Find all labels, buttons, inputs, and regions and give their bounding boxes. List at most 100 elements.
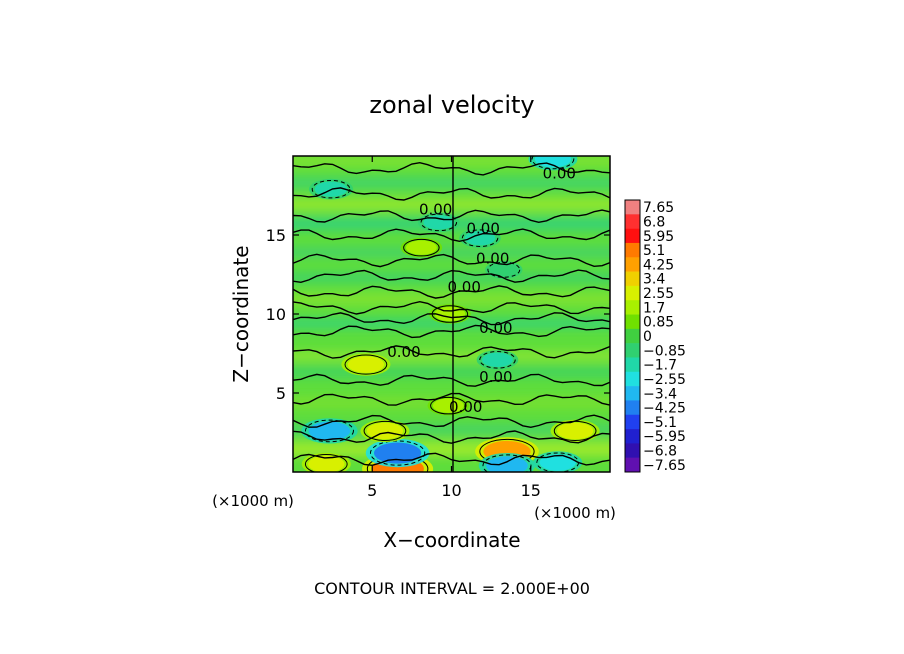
feature-contour bbox=[369, 440, 426, 466]
colorbar-label: 0 bbox=[643, 329, 652, 345]
feature-contour bbox=[531, 156, 575, 170]
feature-core bbox=[347, 356, 385, 373]
y-tick-label: 10 bbox=[266, 305, 286, 324]
x-tick-label: 15 bbox=[521, 481, 541, 500]
contour-labels: 0.00 0.00 0.00 0.00 0.00 0.00 0.00 0.00 0.00 bbox=[387, 164, 576, 416]
feature-contour bbox=[403, 238, 440, 257]
feature-core bbox=[539, 454, 576, 471]
background-band bbox=[293, 367, 610, 378]
colorbar-label: 4.25 bbox=[643, 257, 674, 273]
feature-contour bbox=[304, 454, 348, 472]
colorbar-label: 1.7 bbox=[643, 300, 665, 316]
feature-core bbox=[308, 455, 345, 472]
feature-contour bbox=[420, 213, 458, 232]
feature-contour bbox=[482, 454, 532, 472]
contour-label: 0.00 bbox=[387, 343, 420, 361]
zero-contour-line bbox=[293, 345, 610, 359]
colorbar-label: −3.4 bbox=[643, 386, 677, 402]
feature-core bbox=[366, 422, 404, 440]
contour-label: 0.00 bbox=[479, 319, 512, 337]
zero-contour-line bbox=[293, 414, 610, 429]
colorbar-label: −5.1 bbox=[643, 415, 677, 431]
contour-label: 0.00 bbox=[419, 201, 452, 219]
contour-label: 0.00 bbox=[449, 398, 482, 416]
colorbar-label: 3.4 bbox=[643, 272, 665, 288]
zero-contour-line bbox=[293, 253, 610, 268]
colorbar-label: −6.8 bbox=[643, 444, 677, 460]
colorbar: 7.656.85.955.14.253.42.551.70.850−0.85−1… bbox=[624, 199, 686, 474]
background-band bbox=[293, 178, 610, 188]
feature-core bbox=[489, 263, 518, 277]
zero-contour-line bbox=[293, 228, 610, 243]
background-band bbox=[293, 424, 610, 435]
colorbar-label: 5.95 bbox=[643, 229, 674, 245]
y-tick-label: 15 bbox=[266, 226, 286, 245]
feature-core bbox=[374, 442, 422, 464]
colorbar-swatch bbox=[625, 200, 640, 215]
colorbar-swatch bbox=[625, 242, 640, 258]
zero-contour-line bbox=[293, 430, 610, 444]
x-axis-ticks: 5 10 15 bbox=[367, 156, 541, 500]
colorbar-label: −0.85 bbox=[643, 343, 686, 359]
colorbar-label: −4.25 bbox=[643, 401, 686, 417]
x-unit-label-right: (×1000 m) bbox=[534, 504, 616, 522]
chart-title: zonal velocity bbox=[369, 91, 534, 119]
y-axis-label: Z−coordinate bbox=[229, 245, 253, 382]
zero-contour-line bbox=[293, 285, 610, 299]
colorbar-swatch bbox=[625, 328, 640, 344]
colorbar-label: 6.8 bbox=[643, 214, 665, 230]
colorbar-swatch bbox=[625, 314, 640, 330]
zero-contour-line bbox=[293, 209, 610, 224]
background-band bbox=[293, 198, 610, 210]
colorbar-swatch bbox=[625, 343, 640, 358]
colorbar-swatch bbox=[625, 443, 640, 458]
background-band bbox=[293, 272, 610, 283]
colorbar-label: 0.85 bbox=[643, 315, 674, 331]
colorbar-label: 5.1 bbox=[643, 243, 665, 259]
feature-core bbox=[432, 398, 464, 413]
contour-interval-label: CONTOUR INTERVAL = 2.000E+00 bbox=[314, 579, 590, 598]
feature-contour bbox=[461, 229, 499, 247]
colorbar-swatch bbox=[625, 429, 640, 444]
colorbar-label: −5.95 bbox=[643, 429, 686, 445]
x-unit-label-left: (×1000 m) bbox=[212, 492, 294, 510]
colorbar-swatch bbox=[625, 257, 640, 272]
zero-contour-line bbox=[293, 161, 610, 176]
feature-core bbox=[534, 156, 572, 168]
colorbar-swatch bbox=[625, 357, 640, 373]
contour-label: 0.00 bbox=[466, 220, 499, 238]
zero-contour-line bbox=[293, 373, 610, 387]
y-tick-label: 5 bbox=[276, 384, 286, 403]
zero-contour-line bbox=[293, 187, 610, 201]
colorbar-swatch bbox=[625, 228, 640, 244]
feature-core bbox=[464, 230, 496, 246]
contour-label: 0.00 bbox=[479, 368, 512, 386]
x-tick-label: 5 bbox=[367, 481, 377, 500]
feature-core bbox=[308, 421, 351, 441]
feature-contour bbox=[311, 179, 351, 199]
feature-core bbox=[405, 240, 437, 255]
colorbar-label: 2.55 bbox=[643, 286, 674, 302]
feature-core bbox=[486, 456, 528, 472]
colorbar-label: 7.65 bbox=[643, 200, 674, 216]
contour-label: 0.00 bbox=[543, 164, 576, 182]
zero-contour-line bbox=[293, 324, 610, 339]
feature-contour bbox=[479, 351, 516, 369]
background-band bbox=[293, 293, 610, 305]
colorbar-swatch bbox=[625, 371, 640, 387]
zero-contour-line bbox=[293, 452, 610, 467]
colorbar-swatch bbox=[625, 285, 640, 301]
contour-lines bbox=[293, 161, 610, 467]
colorbar-swatch bbox=[625, 214, 640, 229]
feature-contour bbox=[487, 261, 521, 278]
background-band bbox=[293, 247, 610, 258]
feature-contour bbox=[344, 354, 388, 375]
contour-label: 0.00 bbox=[447, 278, 480, 296]
colorbar-label: −1.7 bbox=[643, 358, 677, 374]
colorbar-swatch bbox=[625, 271, 640, 287]
colorbar-label: −7.65 bbox=[643, 458, 686, 474]
y-axis-ticks: 5 10 15 bbox=[266, 226, 610, 403]
x-tick-label: 10 bbox=[441, 481, 461, 500]
